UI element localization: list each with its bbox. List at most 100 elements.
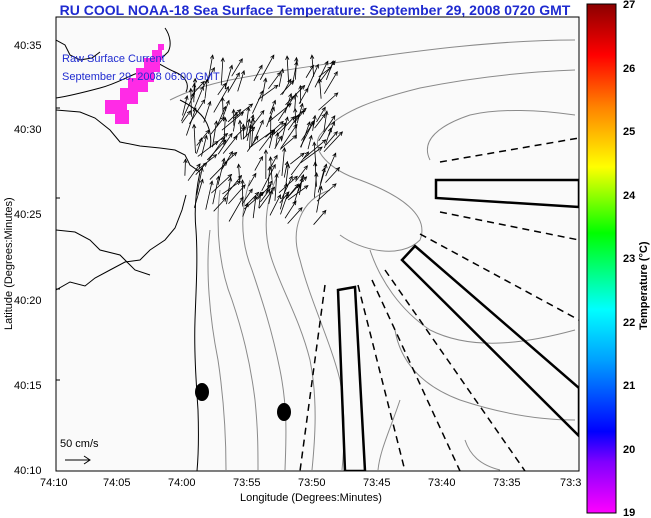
current-vector [196, 129, 210, 146]
current-vector-head [203, 134, 208, 140]
current-vector [233, 103, 253, 119]
x-tick-label: 73:55 [233, 477, 261, 489]
current-vector [312, 115, 316, 131]
current-vector-head [300, 152, 305, 158]
current-vector-head [308, 134, 313, 140]
x-tick-label: 74:05 [103, 477, 131, 489]
current-vector-head [222, 82, 227, 88]
current-vector-head [294, 60, 299, 66]
current-vector-head [231, 108, 236, 114]
current-vector-head [220, 57, 225, 62]
current-vector-head [333, 71, 338, 76]
current-vector-head [279, 120, 284, 126]
current-vector-head [331, 60, 336, 66]
current-vector [300, 121, 311, 148]
current-vector [294, 108, 297, 139]
current-vector-head [221, 157, 226, 163]
current-vector-head [292, 134, 298, 140]
current-vector [280, 80, 295, 96]
current-vector-head [321, 113, 326, 119]
current-vector [265, 180, 273, 194]
current-vector [196, 137, 203, 154]
current-vector [291, 61, 298, 85]
current-vector [253, 120, 264, 143]
current-vector-head [293, 92, 298, 98]
current-vector-head [287, 103, 292, 108]
current-vector-head [220, 96, 225, 102]
current-vector-head [303, 165, 308, 170]
current-vector-head [228, 132, 233, 138]
current-vector-head [259, 191, 265, 196]
current-vector [239, 120, 242, 140]
current-vector [323, 131, 343, 153]
current-vector [222, 175, 242, 199]
colorbar-label: Temperature (°C) [638, 241, 650, 330]
current-vector-head [300, 173, 305, 179]
current-vector-head [302, 107, 307, 113]
current-vector-head [228, 150, 233, 156]
current-vector [297, 174, 304, 192]
current-vector-head [236, 108, 242, 114]
current-vector [233, 127, 246, 139]
current-vector-head [273, 84, 279, 89]
current-vector-head [298, 84, 303, 90]
current-vector-head [298, 206, 303, 212]
scale-label: 50 cm/s [60, 438, 99, 450]
current-vector-head [282, 147, 287, 152]
current-vector-head [270, 186, 276, 192]
current-vector [181, 110, 191, 124]
current-vector-head [317, 77, 322, 83]
colorbar-tick: 26 [623, 63, 635, 75]
current-vector-head [312, 141, 317, 147]
current-vector-head [246, 118, 251, 124]
current-vector [290, 151, 309, 176]
current-vector-head [300, 84, 306, 90]
legend-line2: September 29, 2008 06:00 GMT [62, 71, 220, 83]
current-vector [190, 88, 192, 117]
current-vector [212, 121, 217, 148]
current-vector [281, 147, 285, 177]
current-vector-head [188, 87, 193, 93]
current-vector-head [236, 180, 242, 185]
current-vector-head [212, 154, 218, 159]
current-vector-head [248, 103, 254, 108]
current-vector [307, 135, 312, 150]
current-vector [287, 207, 303, 224]
current-vector-head [252, 172, 257, 178]
current-vector-head [288, 92, 293, 98]
current-vector [318, 115, 336, 142]
current-vector-head [288, 175, 293, 181]
x-tick-label: 73:3 [560, 477, 581, 489]
current-vector-head [278, 135, 282, 141]
current-vector [323, 71, 338, 94]
current-vector [205, 181, 213, 210]
current-vector [280, 124, 298, 149]
current-vector-head [312, 114, 317, 120]
current-vector-head [236, 163, 241, 169]
current-vector-head [254, 191, 260, 197]
current-vector [193, 124, 196, 154]
current-vector-head [274, 173, 279, 178]
current-vector [224, 152, 237, 164]
current-vector [195, 154, 217, 172]
current-vector-head [327, 66, 333, 71]
current-vector-head [210, 67, 215, 72]
current-vector-head [199, 178, 204, 184]
current-vector [270, 157, 273, 180]
current-vector [238, 164, 241, 182]
current-vector-head [300, 109, 305, 115]
current-vector [278, 176, 298, 194]
current-vector-head [190, 93, 195, 99]
current-vector [320, 168, 325, 184]
current-vector-head [196, 163, 201, 169]
current-vector-head [222, 105, 227, 111]
scale-arrow [65, 455, 91, 465]
current-vector [259, 54, 275, 80]
current-vector [268, 190, 273, 205]
current-vector [232, 112, 237, 132]
current-vector-head [258, 191, 263, 197]
current-vector [196, 167, 203, 195]
current-vector [222, 135, 238, 154]
current-vector-head [293, 175, 298, 181]
